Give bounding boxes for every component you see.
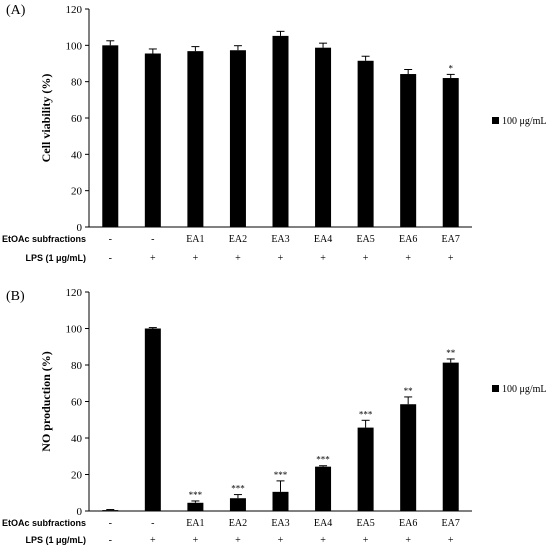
condition-value: +	[150, 253, 156, 264]
bar	[442, 78, 459, 228]
bar	[400, 404, 417, 511]
condition-value: +	[278, 253, 284, 264]
significance-mark: ***	[274, 470, 288, 480]
y-tick-label: 60	[71, 113, 83, 125]
condition-value: +	[363, 535, 369, 546]
condition-value: +	[278, 535, 284, 546]
condition-value: +	[448, 253, 454, 264]
bar	[442, 362, 459, 511]
condition-row-label: EtOAc subfractions	[2, 518, 86, 528]
bar	[144, 328, 161, 511]
y-tick-label: 80	[71, 77, 83, 89]
y-tick-label: 120	[66, 287, 83, 299]
significance-mark: ***	[359, 409, 373, 419]
y-tick-label: 0	[77, 222, 83, 234]
legend-label: 100 μg/mL	[502, 384, 547, 395]
y-axis-label: NO production (%)	[39, 351, 53, 451]
condition-value: EA6	[399, 518, 417, 529]
bar	[144, 53, 161, 228]
condition-value: EA5	[356, 234, 374, 245]
condition-value: EA6	[399, 234, 417, 245]
condition-value: +	[235, 535, 241, 546]
bar	[102, 45, 119, 228]
condition-row-label: LPS (1 μg/mL)	[25, 535, 86, 545]
y-tick-label: 20	[71, 186, 83, 198]
condition-value: EA3	[271, 234, 289, 245]
y-tick-label: 80	[71, 360, 83, 372]
significance-mark: ***	[189, 490, 203, 500]
condition-value: +	[405, 253, 411, 264]
significance-mark: *	[448, 63, 453, 73]
condition-value: +	[448, 535, 454, 546]
condition-value: +	[193, 535, 199, 546]
panel-a: (A) 0 20 40 60 80 100 120 Cell viability (%) * Et…	[2, 3, 547, 264]
condition-row-label: EtOAc subfractions	[2, 234, 86, 244]
bar	[315, 466, 332, 511]
bar	[272, 35, 289, 228]
y-tick-label: 40	[71, 433, 83, 445]
condition-value: -	[151, 234, 154, 245]
condition-value: +	[363, 253, 369, 264]
condition-value: EA2	[229, 234, 247, 245]
condition-value: EA4	[314, 234, 332, 245]
condition-value: -	[109, 253, 112, 264]
legend-label: 100 μg/mL	[502, 116, 547, 127]
bar	[102, 510, 119, 511]
condition-value: EA4	[314, 518, 332, 529]
condition-value: +	[320, 253, 326, 264]
condition-value: EA3	[271, 518, 289, 529]
y-tick-label: 40	[71, 149, 83, 161]
bar	[187, 51, 204, 227]
bar	[272, 491, 289, 511]
condition-value: +	[405, 535, 411, 546]
y-tick-label: 0	[77, 506, 83, 518]
bar	[357, 427, 374, 511]
bar	[315, 47, 332, 227]
bar	[229, 498, 246, 511]
condition-value: +	[320, 535, 326, 546]
condition-value: -	[109, 535, 112, 546]
y-tick-label: 60	[71, 397, 83, 409]
significance-mark: ***	[316, 455, 330, 465]
bar	[357, 60, 374, 228]
significance-mark: **	[404, 386, 414, 396]
y-tick-label: 20	[71, 470, 83, 482]
condition-value: EA7	[442, 234, 460, 245]
panel-a-label: (A)	[6, 3, 26, 18]
condition-value: -	[151, 518, 154, 529]
significance-mark: **	[446, 348, 456, 358]
condition-value: EA7	[442, 518, 460, 529]
condition-value: +	[235, 253, 241, 264]
condition-value: -	[109, 518, 112, 529]
y-tick-label: 100	[66, 40, 83, 52]
condition-value: EA5	[356, 518, 374, 529]
condition-value: EA2	[229, 518, 247, 529]
condition-value: EA1	[186, 234, 204, 245]
legend-swatch	[492, 117, 499, 124]
significance-mark: ***	[231, 484, 245, 494]
condition-row-label: LPS (1 μg/mL)	[25, 253, 86, 263]
legend-swatch	[492, 385, 499, 392]
panel-b-label: (B)	[6, 289, 25, 304]
bar	[187, 502, 204, 511]
condition-value: -	[109, 234, 112, 245]
condition-value: +	[193, 253, 199, 264]
condition-value: EA1	[186, 518, 204, 529]
bar	[229, 50, 246, 227]
y-tick-label: 100	[66, 324, 83, 336]
bar	[400, 74, 417, 227]
y-tick-label: 120	[66, 4, 83, 16]
condition-value: +	[150, 535, 156, 546]
y-axis-label: Cell viability (%)	[39, 74, 53, 163]
